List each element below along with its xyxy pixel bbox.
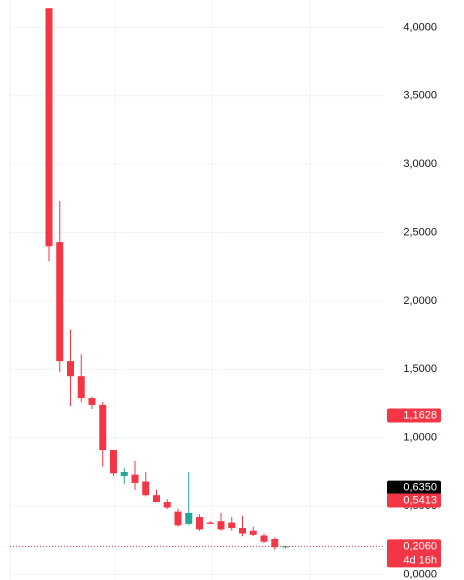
price-label: 0,2060 (403, 540, 437, 552)
price-label-box (387, 408, 441, 423)
y-tick-label: 3,5000 (403, 90, 437, 102)
candle-body (110, 450, 117, 474)
candle-body (45, 8, 53, 247)
candle-body (217, 521, 225, 530)
y-tick-label: 1,5000 (403, 363, 437, 375)
price-label-box (387, 480, 441, 495)
price-label: 0,6350 (403, 482, 437, 494)
price-label-box (387, 539, 441, 568)
candle-body (206, 522, 214, 524)
candle-body (163, 502, 171, 508)
candle-body (239, 528, 246, 534)
candle-body (174, 511, 182, 526)
candle-body (249, 530, 257, 535)
candle-body (131, 474, 139, 483)
y-tick-label: 3,0000 (403, 158, 437, 170)
candle-body (271, 538, 279, 548)
candle-body (260, 535, 268, 542)
y-tick-label: 4,0000 (403, 21, 437, 33)
candle-body (196, 517, 203, 530)
candle-body (282, 546, 289, 548)
price-label-box (387, 493, 441, 508)
y-tick-label: 2,0000 (403, 295, 437, 307)
candle-body (153, 495, 160, 503)
y-tick-label: 2,5000 (403, 226, 437, 238)
candle-body (99, 404, 107, 451)
candle-body (120, 471, 128, 477)
candle-body (142, 481, 150, 496)
price-label: 1,1628 (403, 409, 437, 421)
y-tick-label: 1,0000 (403, 432, 437, 444)
candle-body (56, 242, 64, 362)
candle-body (185, 512, 193, 524)
price-label: 0,5413 (403, 494, 437, 506)
candle-body (88, 398, 96, 405)
candle-body (67, 361, 74, 377)
candle-body (228, 522, 236, 529)
countdown: 4d 16h (403, 554, 437, 566)
candle-body (77, 376, 85, 399)
y-tick-label: 0,0000 (403, 568, 437, 580)
